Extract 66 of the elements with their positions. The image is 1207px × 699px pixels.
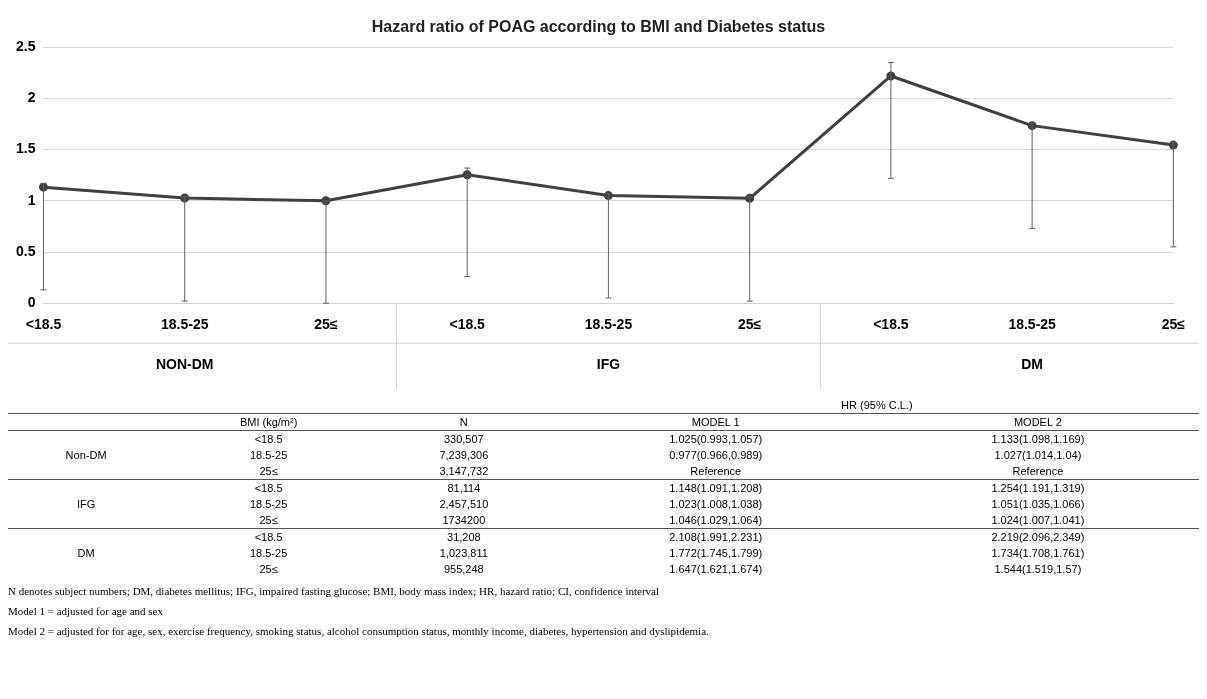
- text: Model 1 = adjusted for age and sex: [8, 605, 164, 617]
- text: 330,507: [442, 432, 485, 447]
- text: 1.133(1.098,1.169): [990, 432, 1086, 447]
- text: 1.734(1.708,1.761): [990, 546, 1086, 561]
- text: 1.027(1.014,1.04): [993, 448, 1083, 463]
- y-tick-label: 0: [27, 294, 36, 311]
- text: 955,248: [442, 562, 485, 577]
- text: 1.254(1.191,1.319): [990, 481, 1086, 496]
- x-tick-label: 25≤: [1161, 316, 1186, 333]
- text: 1734200: [441, 513, 487, 528]
- text: 1.025(0.993,1.057): [668, 432, 764, 447]
- text: 1.148(1.091,1.208): [668, 481, 764, 496]
- text: 18.5-25: [248, 546, 289, 561]
- text: DM: [76, 546, 96, 561]
- text: 31,208: [446, 530, 482, 545]
- text: 25≤: [258, 562, 279, 577]
- chart-title: Hazard ratio of POAG according to BMI and Diabetes status: [371, 18, 826, 36]
- text: 25≤: [258, 513, 279, 528]
- x-tick-label: 18.5-25: [1008, 316, 1057, 333]
- text: Model 2 = adjusted for for age, sex, exercise frequency, smoking status, alcohol consumption status, monthly income, diabetes, hypertension and dyslipidemia.: [8, 625, 710, 637]
- text: <18.5: [253, 530, 284, 545]
- text: 7,239,306: [438, 448, 490, 463]
- x-tick-label: 18.5-25: [584, 316, 633, 333]
- y-tick-label: 2.5: [15, 38, 36, 55]
- text: Reference: [1011, 464, 1065, 479]
- text: N denotes subject numbers; DM, diabetes mellitus; IFG, impaired fasting glucose; BMI, body mass index; HR, hazard ratio; CI, confidence interval: [8, 585, 660, 597]
- text: IFG: [596, 356, 621, 373]
- text: 0.977(0.966,0.989): [668, 448, 764, 463]
- text: DM: [1021, 356, 1044, 373]
- text: IFG: [75, 497, 97, 512]
- text: HR (95% C.L.): [840, 398, 914, 413]
- text: 1.051(1.035,1.066): [990, 497, 1086, 512]
- x-tick-label: 25≤: [738, 316, 762, 333]
- text: 2,457,510: [438, 497, 490, 512]
- text: 2.108(1.991,2.231): [668, 530, 764, 545]
- y-tick-label: 1.5: [15, 140, 36, 157]
- text: Non-DM: [64, 448, 108, 463]
- text: <18.5: [253, 432, 284, 447]
- text: 1,023,811: [438, 546, 489, 561]
- text: N: [458, 415, 469, 430]
- text: 18.5-25: [248, 497, 289, 512]
- x-tick-label: <18.5: [449, 316, 486, 333]
- x-tick-label: <18.5: [873, 316, 909, 333]
- text: 1.647(1.621,1.674): [668, 562, 764, 577]
- text: 1.772(1.745,1.799): [668, 546, 764, 561]
- text: NON-DM: [155, 356, 214, 373]
- text: 3,147,732: [438, 464, 490, 479]
- text: 1.046(1.029,1.064): [668, 513, 764, 528]
- text: 1.544(1.519,1.57): [993, 562, 1083, 577]
- text: MODEL 2: [1012, 415, 1063, 430]
- x-tick-label: 25≤: [314, 316, 338, 333]
- y-tick-label: 1: [27, 191, 36, 208]
- text: MODEL 1: [690, 415, 741, 430]
- text: <18.5: [253, 481, 284, 496]
- y-tick-label: 0.5: [15, 242, 36, 259]
- x-tick-label: 18.5-25: [160, 316, 209, 333]
- text: 2.219(2.096,2.349): [990, 530, 1086, 545]
- text: 81,114: [446, 481, 482, 496]
- text: 1.024(1.007,1.041): [990, 513, 1086, 528]
- text: Reference: [689, 464, 743, 479]
- y-tick-label: 2: [27, 89, 36, 106]
- text: 18.5-25: [248, 448, 289, 463]
- text: BMI (kg/m²): [238, 415, 299, 430]
- x-tick-label: <18.5: [25, 316, 62, 333]
- text: 25≤: [258, 464, 279, 479]
- text: 1.023(1.008,1.038): [668, 497, 764, 512]
